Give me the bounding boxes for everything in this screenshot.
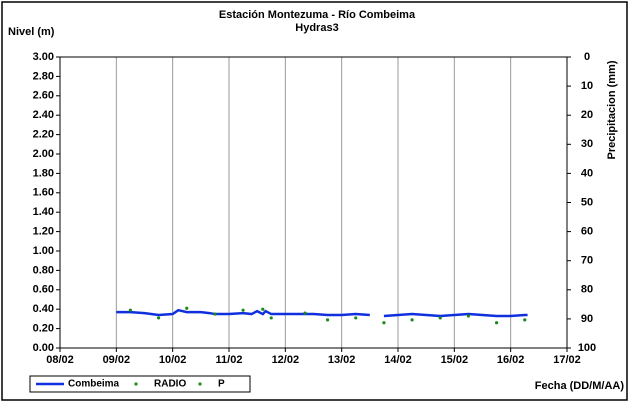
y2-tick-label: 40 xyxy=(581,167,593,179)
y-tick-label: 1.80 xyxy=(33,167,54,179)
legend-swatch xyxy=(134,382,138,386)
x-tick-label: 08/02 xyxy=(46,354,74,366)
x-tick-label: 10/02 xyxy=(159,354,187,366)
y2-axis-label: Precipitacion (mm) xyxy=(606,60,618,159)
legend-label: P xyxy=(218,379,225,390)
x-tick-label: 12/02 xyxy=(272,354,300,366)
y-tick-label: 0.60 xyxy=(33,284,54,296)
series-dot xyxy=(185,306,189,310)
series-dot xyxy=(128,308,133,312)
x-tick-label: 11/02 xyxy=(216,354,243,366)
y-tick-label: 1.00 xyxy=(33,245,54,257)
series-dot xyxy=(354,316,358,320)
y-tick-label: 1.20 xyxy=(33,226,54,238)
series-dot xyxy=(325,318,330,322)
y2-tick-label: 20 xyxy=(581,109,593,121)
y-tick-label: 2.20 xyxy=(33,129,54,141)
series-line xyxy=(116,308,528,318)
y-tick-label: 1.40 xyxy=(33,206,54,218)
y-tick-label: 0.00 xyxy=(33,342,54,354)
x-tick-label: 17/02 xyxy=(553,354,581,366)
y2-tick-label: 60 xyxy=(581,226,593,238)
series-dot xyxy=(269,316,273,320)
x-tick-label: 16/02 xyxy=(497,354,525,366)
series-dot xyxy=(156,316,161,320)
series-dot xyxy=(261,307,265,311)
legend-label: RADIO xyxy=(154,379,186,390)
legend xyxy=(29,375,251,393)
x-tick-label: 15/02 xyxy=(441,354,469,366)
series-dot xyxy=(494,321,499,325)
plot-area xyxy=(59,56,568,349)
series-dot xyxy=(466,314,471,318)
x-axis-label: Fecha (DD/M/AA) xyxy=(535,380,625,392)
y2-tick-label: 80 xyxy=(581,284,593,296)
y-tick-label: 2.40 xyxy=(33,109,54,121)
y-tick-label: 0.40 xyxy=(33,303,54,315)
y2-tick-label: 50 xyxy=(581,196,593,208)
y2-tick-label: 0 xyxy=(584,51,590,63)
legend-label: Combeima xyxy=(68,379,120,390)
chart-title: Estación Montezuma - Río Combeima xyxy=(219,9,416,21)
legend-swatch xyxy=(198,382,202,386)
y-tick-label: 0.80 xyxy=(33,264,54,276)
y-axis-label: Nivel (m) xyxy=(8,26,55,38)
series-dot xyxy=(241,308,245,312)
y-tick-label: 1.60 xyxy=(33,187,54,199)
series-dot xyxy=(523,318,527,322)
x-tick-label: 13/02 xyxy=(328,354,356,366)
y2-tick-label: 30 xyxy=(581,138,593,150)
series-dot xyxy=(410,318,414,322)
series-dot xyxy=(382,321,386,325)
series-dot xyxy=(303,311,307,315)
y-tick-label: 0.20 xyxy=(33,323,54,335)
series-dot xyxy=(213,312,217,316)
y2-tick-label: 10 xyxy=(581,80,593,92)
series-dot xyxy=(438,316,442,320)
y-tick-label: 2.00 xyxy=(33,148,54,160)
x-tick-label: 14/02 xyxy=(384,354,412,366)
y2-tick-label: 100 xyxy=(578,342,596,354)
chart-subtitle: Hydras3 xyxy=(295,22,338,34)
y-tick-label: 3.00 xyxy=(33,51,54,63)
x-tick-label: 09/02 xyxy=(103,354,131,366)
y-tick-label: 2.80 xyxy=(33,70,54,82)
y-tick-label: 2.60 xyxy=(33,90,54,102)
y2-tick-label: 90 xyxy=(581,313,593,325)
y2-tick-label: 70 xyxy=(581,255,593,267)
